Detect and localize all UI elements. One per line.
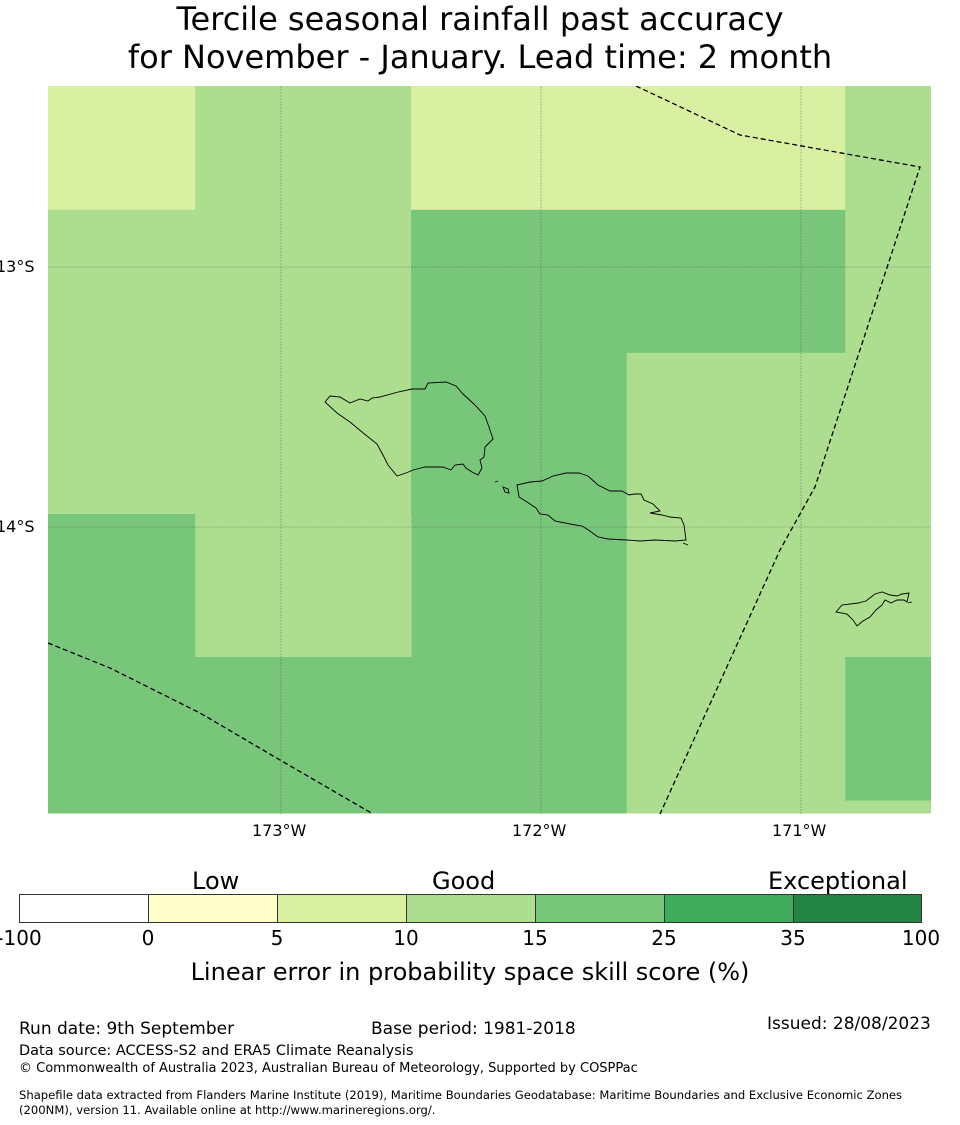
coastlines bbox=[324, 381, 913, 627]
lon-label-173w: 173°W bbox=[252, 821, 307, 840]
tick-35: 35 bbox=[780, 926, 806, 950]
lat-label-14s: 14°S bbox=[0, 517, 35, 536]
colorbar-swatch-5-10 bbox=[277, 894, 407, 923]
eez-boundary-south-west bbox=[48, 642, 374, 814]
skill-cell-10-15 bbox=[845, 209, 931, 354]
map-panel bbox=[48, 86, 931, 814]
skill-cell-10-15 bbox=[845, 86, 931, 211]
colorbar-swatch-35-100 bbox=[793, 894, 922, 923]
tick-neg100: -100 bbox=[0, 926, 42, 950]
colorbar-swatch-0-5 bbox=[148, 894, 278, 923]
map-title: Tercile seasonal rainfall past accuracy … bbox=[0, 0, 960, 76]
shapefile-credit-line-1: Shapefile data extracted from Flanders M… bbox=[19, 1088, 903, 1102]
skill-cell-15-25 bbox=[48, 514, 196, 814]
category-good: Good bbox=[432, 867, 496, 895]
tick-15: 15 bbox=[522, 926, 548, 950]
savaii-island bbox=[324, 381, 494, 477]
tick-25: 25 bbox=[651, 926, 677, 950]
colorbar-swatch-neg100-0 bbox=[19, 894, 149, 923]
tick-5: 5 bbox=[270, 926, 284, 950]
title-line-2: for November - January. Lead time: 2 mon… bbox=[127, 38, 833, 76]
title-line-1: Tercile seasonal rainfall past accuracy bbox=[176, 0, 784, 38]
skill-cell-5-10 bbox=[48, 86, 196, 211]
base-period: Base period: 1981-2018 bbox=[371, 1019, 576, 1039]
skill-cell-15-25 bbox=[411, 352, 628, 814]
skill-cell-10-15 bbox=[195, 514, 412, 658]
tick-100: 100 bbox=[901, 926, 941, 950]
manono-islet bbox=[502, 486, 510, 494]
colorbar-label: Linear error in probability space skill … bbox=[190, 958, 750, 986]
eez-boundary-north-east bbox=[635, 86, 921, 814]
skill-cell-15-25 bbox=[411, 209, 846, 354]
skill-cells bbox=[48, 86, 931, 814]
skill-cell-15-25 bbox=[845, 657, 931, 801]
data-source: Data source: ACCESS-S2 and ERA5 Climate … bbox=[19, 1043, 414, 1059]
lat-label-13s: 13°S bbox=[0, 257, 35, 276]
colorbar-swatch-15-25 bbox=[535, 894, 665, 923]
tutuila-island bbox=[835, 591, 910, 627]
skill-cell-10-15 bbox=[195, 86, 412, 211]
skill-cell-5-10 bbox=[411, 86, 846, 211]
aunuu-islet bbox=[907, 601, 913, 604]
copyright: © Commonwealth of Australia 2023, Austra… bbox=[19, 1061, 638, 1076]
apolima-islet bbox=[494, 480, 499, 483]
lon-label-172w: 172°W bbox=[512, 821, 567, 840]
lon-label-171w: 171°W bbox=[772, 821, 827, 840]
colorbar-swatch-25-35 bbox=[664, 894, 794, 923]
issued-date: Issued: 28/08/2023 bbox=[767, 1014, 931, 1034]
colorbar-swatch-10-15 bbox=[406, 894, 536, 923]
tick-10: 10 bbox=[393, 926, 419, 950]
tick-0: 0 bbox=[141, 926, 155, 950]
skill-cell-15-25 bbox=[195, 657, 412, 814]
skill-cell-10-15 bbox=[48, 209, 412, 515]
eez-boundaries bbox=[48, 86, 921, 814]
graticule bbox=[48, 86, 931, 814]
upolu-island bbox=[516, 472, 687, 542]
category-exceptional: Exceptional bbox=[768, 867, 908, 895]
run-date: Run date: 9th September bbox=[19, 1019, 235, 1039]
category-low: Low bbox=[192, 867, 240, 895]
upolu-east-tip bbox=[682, 542, 689, 546]
shapefile-credit-line-2: (200NM), version 11. Available online at… bbox=[19, 1103, 436, 1117]
